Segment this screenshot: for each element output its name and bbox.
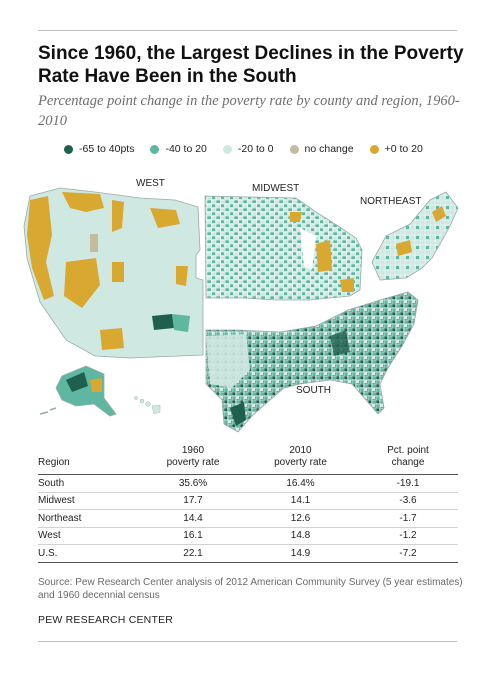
west-gold-utah bbox=[112, 262, 124, 282]
cell-1960: 16.1 bbox=[143, 527, 243, 545]
chart-title: Since 1960, the Largest Declines in the … bbox=[38, 43, 464, 87]
bottom-rule bbox=[38, 641, 457, 642]
alaska-shape bbox=[55, 365, 117, 417]
pew-credit: PEW RESEARCH CENTER bbox=[38, 614, 174, 626]
cell-2010: 16.4% bbox=[243, 474, 358, 493]
region-midwest: MIDWEST bbox=[204, 183, 363, 301]
midwest-gold-wisconsin bbox=[290, 212, 302, 222]
legend-swatch-tan bbox=[289, 144, 299, 154]
header-change-line1: Pct. point bbox=[387, 445, 429, 456]
legend-label: no change bbox=[304, 143, 354, 155]
northeast-gold-maine bbox=[432, 206, 446, 222]
chart-subtitle: Percentage point change in the poverty r… bbox=[38, 93, 460, 129]
legend-item: -20 to 0 bbox=[222, 143, 274, 155]
alaska bbox=[39, 365, 117, 417]
west-gold-washington bbox=[62, 192, 104, 212]
cell-region: Midwest bbox=[38, 492, 143, 510]
midwest-gold-ohio bbox=[340, 278, 354, 292]
region-label-midwest: MIDWEST bbox=[252, 183, 299, 194]
region-south: SOUTH bbox=[205, 291, 419, 433]
west-dark-newmexico bbox=[152, 314, 174, 330]
cell-1960: 35.6% bbox=[143, 474, 243, 493]
cell-region: South bbox=[38, 474, 143, 493]
table-header-row: Region 1960 poverty rate 2010 poverty ra… bbox=[38, 445, 458, 475]
legend-item: +0 to 20 bbox=[369, 143, 423, 155]
cell-2010: 14.8 bbox=[243, 527, 358, 545]
west-gold-idaho bbox=[112, 200, 124, 232]
cell-change: -7.2 bbox=[358, 544, 458, 563]
header-1960-line2: poverty rate bbox=[166, 457, 220, 468]
region-label-northeast: NORTHEAST bbox=[360, 196, 422, 207]
cell-change: -3.6 bbox=[358, 492, 458, 510]
us-county-map: WEST MIDWEST NORTHEAST SOUTH bbox=[23, 178, 459, 433]
table-row: South 35.6% 16.4% -19.1 bbox=[38, 474, 458, 493]
region-label-west: WEST bbox=[136, 178, 165, 189]
header-2010: 2010 poverty rate bbox=[243, 445, 358, 475]
table-row: U.S. 22.1 14.9 -7.2 bbox=[38, 544, 458, 563]
cell-1960: 14.4 bbox=[143, 509, 243, 528]
cell-2010: 14.9 bbox=[243, 544, 358, 563]
table-row: West 16.1 14.8 -1.2 bbox=[38, 527, 458, 545]
northeast-gold bbox=[396, 240, 412, 256]
legend-swatch-teal bbox=[150, 144, 160, 154]
table-row: Midwest 17.7 14.1 -3.6 bbox=[38, 492, 458, 510]
south-shape bbox=[205, 291, 419, 433]
header-2010-line1: 2010 bbox=[289, 445, 312, 456]
header-1960-line1: 1960 bbox=[181, 445, 205, 456]
west-teal-newmexico bbox=[172, 314, 190, 332]
header-region: Region bbox=[38, 445, 143, 475]
cell-region: U.S. bbox=[38, 544, 143, 563]
west-gold-montana bbox=[150, 208, 180, 228]
legend-swatch-light bbox=[222, 144, 232, 154]
header-1960: 1960 poverty rate bbox=[143, 445, 243, 475]
legend-swatch-dark bbox=[64, 144, 73, 154]
legend-label: -65 to 40pts bbox=[79, 143, 135, 155]
alaska-dark bbox=[66, 372, 88, 392]
west-tan-county bbox=[90, 234, 98, 252]
top-rule bbox=[38, 30, 457, 31]
region-west: WEST bbox=[23, 178, 204, 359]
cell-1960: 22.1 bbox=[143, 544, 243, 563]
header-change-line2: change bbox=[391, 457, 425, 468]
cell-1960: 17.7 bbox=[143, 492, 243, 510]
header-2010-line2: poverty rate bbox=[274, 457, 327, 468]
west-gold-coast bbox=[27, 196, 54, 300]
cell-change: -1.7 bbox=[358, 509, 458, 528]
alaska-gold bbox=[90, 378, 102, 392]
cell-change: -1.2 bbox=[358, 527, 458, 545]
west-gold-nevada bbox=[64, 258, 100, 308]
alaska-island-chain bbox=[39, 407, 57, 415]
cell-change: -19.1 bbox=[358, 474, 458, 493]
south-dark-southeast bbox=[330, 330, 350, 356]
legend-label: -20 to 0 bbox=[237, 143, 274, 155]
midwest-gold-michigan bbox=[316, 240, 332, 272]
cell-2010: 14.1 bbox=[243, 492, 358, 510]
legend: -65 to 40pts -40 to 20 -20 to 0 no chang… bbox=[64, 142, 423, 156]
cell-region: Northeast bbox=[38, 509, 143, 528]
legend-swatch-gold bbox=[369, 144, 379, 154]
legend-item: -65 to 40pts bbox=[64, 143, 134, 155]
south-light-texas bbox=[206, 334, 250, 388]
cell-2010: 12.6 bbox=[243, 509, 358, 528]
header-change: Pct. point change bbox=[358, 445, 458, 475]
south-dark-south-texas bbox=[230, 402, 246, 426]
legend-item: -40 to 20 bbox=[150, 143, 207, 155]
west-gold-southeast bbox=[176, 266, 188, 286]
west-gold-arizona bbox=[100, 328, 124, 350]
midwest-lake-gap bbox=[300, 228, 316, 270]
poverty-table: Region 1960 poverty rate 2010 poverty ra… bbox=[38, 445, 458, 563]
legend-label: -40 to 20 bbox=[165, 143, 207, 155]
midwest-shape bbox=[204, 195, 363, 301]
legend-label: +0 to 20 bbox=[384, 143, 423, 155]
table-row: Northeast 14.4 12.6 -1.7 bbox=[38, 509, 458, 528]
legend-item: no change bbox=[289, 143, 354, 155]
cell-region: West bbox=[38, 527, 143, 545]
region-northeast: NORTHEAST bbox=[360, 191, 459, 281]
region-label-south: SOUTH bbox=[296, 385, 331, 396]
source-note: Source: Pew Research Center analysis of … bbox=[38, 577, 463, 601]
hawaii bbox=[134, 396, 161, 415]
